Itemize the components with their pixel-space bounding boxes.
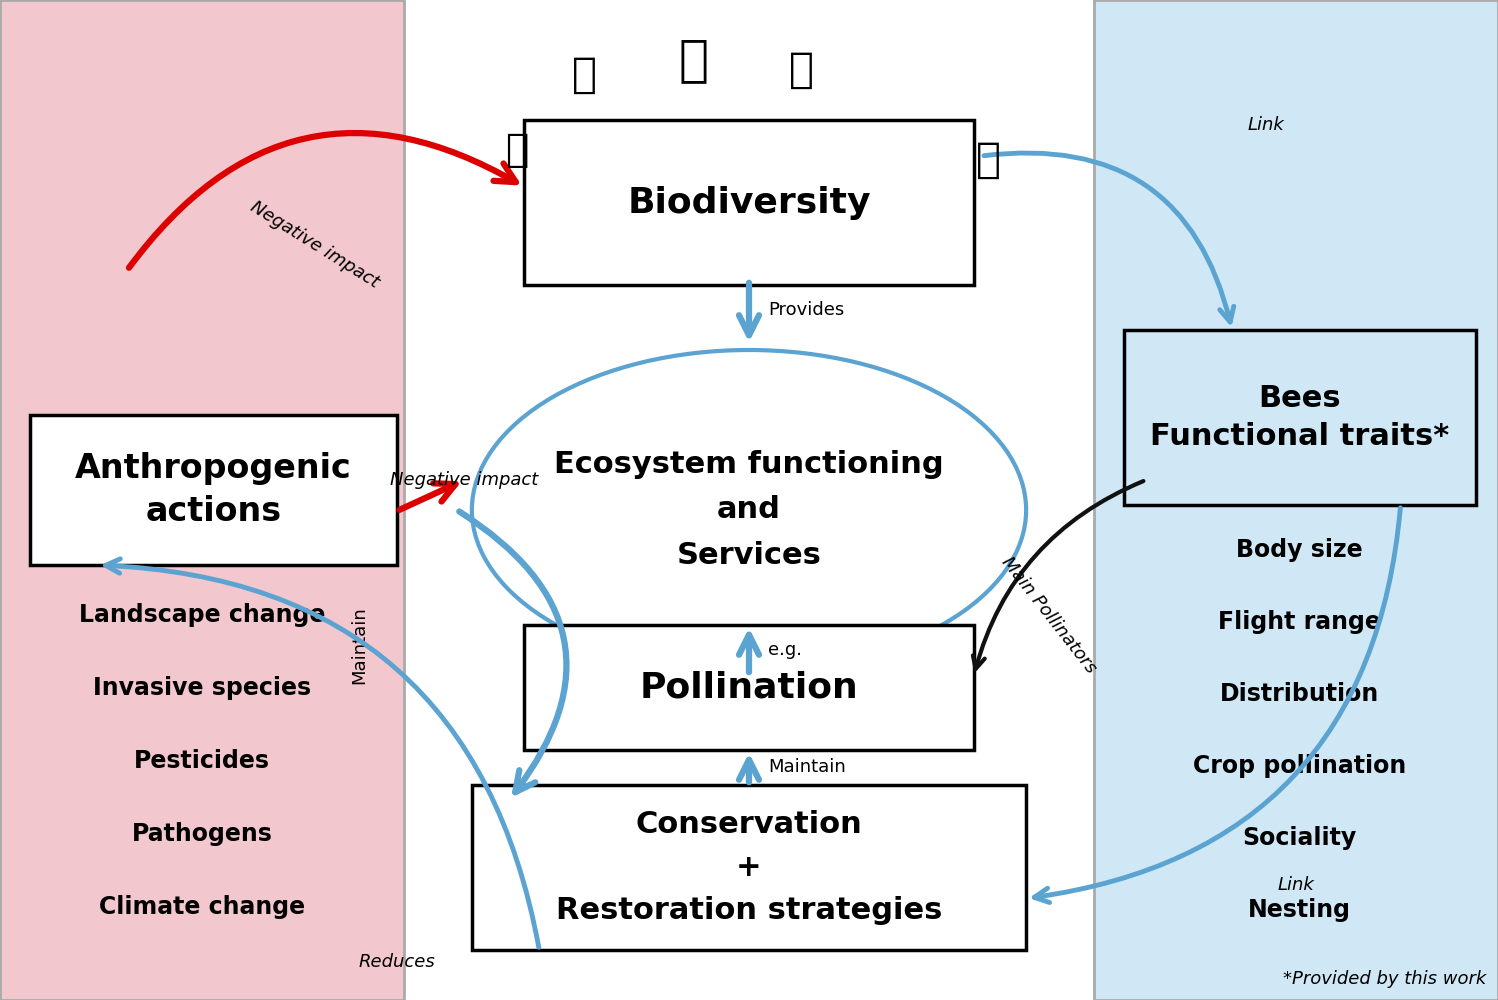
Text: Body size: Body size — [1236, 538, 1363, 562]
Text: *Provided by this work: *Provided by this work — [1282, 970, 1486, 988]
Text: Pollination: Pollination — [640, 670, 858, 704]
Text: 🌳: 🌳 — [977, 139, 1001, 181]
Bar — [1094, 0, 1498, 1000]
Text: Flight range: Flight range — [1218, 610, 1381, 634]
Text: Negative impact: Negative impact — [391, 471, 538, 489]
FancyBboxPatch shape — [1124, 330, 1476, 505]
Text: 🐦: 🐦 — [505, 131, 529, 169]
FancyBboxPatch shape — [472, 785, 1026, 950]
Text: Sociality: Sociality — [1242, 826, 1357, 850]
Text: Negative impact: Negative impact — [247, 198, 382, 292]
Text: Maintain: Maintain — [351, 606, 369, 684]
Text: 🐝: 🐝 — [679, 36, 709, 84]
Ellipse shape — [472, 350, 1026, 670]
Text: Main Pollinators: Main Pollinators — [998, 553, 1100, 677]
FancyBboxPatch shape — [524, 625, 974, 750]
Text: Ecosystem functioning
and
Services: Ecosystem functioning and Services — [554, 450, 944, 570]
Text: Crop pollination: Crop pollination — [1192, 754, 1407, 778]
Text: Anthropogenic
actions: Anthropogenic actions — [75, 452, 352, 528]
Text: Biodiversity: Biodiversity — [628, 186, 870, 220]
Text: Pesticides: Pesticides — [135, 749, 270, 773]
Text: Reduces: Reduces — [358, 953, 436, 971]
Text: 🐆: 🐆 — [789, 49, 813, 91]
Bar — [0, 0, 404, 1000]
Text: e.g.: e.g. — [768, 641, 803, 659]
Text: Conservation
+
Restoration strategies: Conservation + Restoration strategies — [556, 810, 942, 925]
FancyBboxPatch shape — [30, 415, 397, 565]
Text: Landscape change: Landscape change — [79, 603, 325, 627]
Text: Climate change: Climate change — [99, 895, 306, 919]
Text: Maintain: Maintain — [768, 759, 846, 776]
Text: Pathogens: Pathogens — [132, 822, 273, 846]
Text: Invasive species: Invasive species — [93, 676, 312, 700]
Text: Provides: Provides — [768, 301, 845, 319]
Text: Distribution: Distribution — [1219, 682, 1380, 706]
Text: Nesting: Nesting — [1248, 898, 1351, 922]
FancyBboxPatch shape — [524, 120, 974, 285]
Text: Link: Link — [1248, 116, 1284, 134]
Text: Bees
Functional traits*: Bees Functional traits* — [1150, 384, 1449, 451]
Text: Link: Link — [1278, 876, 1314, 894]
Text: 🦎: 🦎 — [572, 54, 596, 96]
